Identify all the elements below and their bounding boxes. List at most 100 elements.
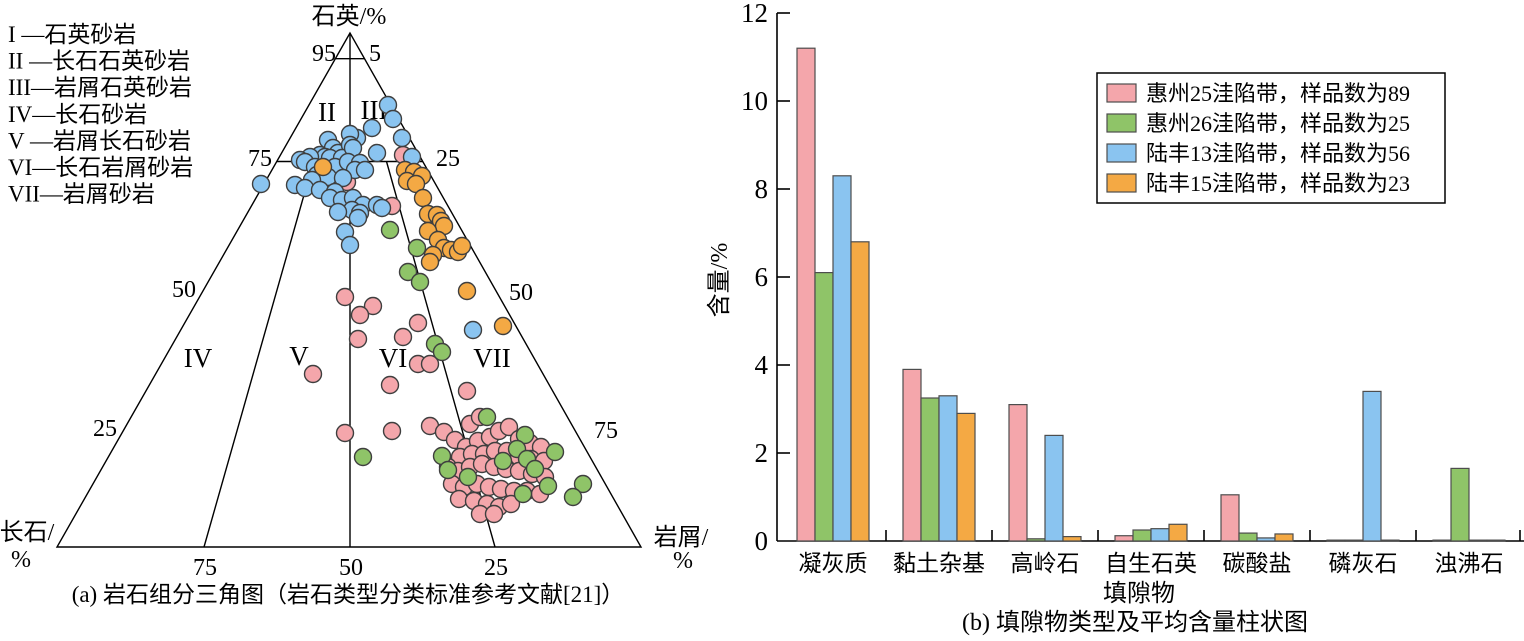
legend-entry-label: 惠州26洼陷带，样品数为25 bbox=[1146, 111, 1410, 136]
data-point bbox=[457, 381, 477, 401]
data-point bbox=[484, 504, 504, 524]
ternary-scatter-points bbox=[251, 95, 593, 524]
bar bbox=[938, 395, 958, 542]
tick-label-left-edge: 50 bbox=[172, 277, 196, 303]
y-tick-label: 12 bbox=[741, 0, 768, 28]
bar bbox=[1062, 535, 1082, 542]
bar-group-浊沸石 bbox=[1432, 467, 1506, 542]
bar-group-碳酸盐 bbox=[1220, 494, 1294, 542]
tick-label-bottom-edge: 25 bbox=[484, 555, 508, 581]
bar bbox=[1238, 532, 1258, 542]
data-point bbox=[408, 313, 428, 333]
data-point bbox=[452, 236, 472, 256]
legend-swatch bbox=[1106, 173, 1137, 193]
y-tick-label: 4 bbox=[755, 350, 769, 380]
data-point bbox=[515, 425, 535, 445]
bar bbox=[1026, 538, 1046, 542]
data-point bbox=[499, 417, 519, 437]
panel-a-caption: (a) 岩石组分三角图（岩石类型分类标准参考文献[21]） bbox=[72, 582, 625, 607]
category-label: 高岭石 bbox=[1011, 551, 1080, 576]
rock-type-key-line: VI—长石岩屑砂岩 bbox=[8, 155, 193, 180]
bar bbox=[1486, 539, 1506, 542]
data-point bbox=[303, 364, 323, 384]
bar bbox=[796, 47, 816, 542]
tick-label-left-edge: 75 bbox=[248, 146, 272, 172]
tick-label-bottom-edge: 75 bbox=[193, 555, 217, 581]
bar bbox=[1450, 467, 1470, 542]
tick-label-apex-right: 5 bbox=[369, 41, 381, 67]
data-point bbox=[525, 459, 545, 479]
data-point bbox=[545, 442, 565, 462]
data-point bbox=[335, 287, 355, 307]
tick-label-bottom-edge: 50 bbox=[339, 555, 363, 581]
legend-entry-label: 陆丰13洼陷带，样品数为56 bbox=[1146, 141, 1410, 166]
data-point bbox=[463, 320, 483, 340]
y-tick-label: 6 bbox=[755, 262, 769, 292]
category-label: 黏土杂基 bbox=[893, 551, 985, 576]
bar bbox=[814, 272, 834, 542]
data-point bbox=[432, 342, 452, 362]
bar bbox=[1380, 539, 1400, 542]
category-label: 凝灰质 bbox=[799, 551, 868, 576]
bar-group-自生石英 bbox=[1114, 523, 1188, 542]
bar-group-凝灰质 bbox=[796, 47, 870, 542]
region-label: VII bbox=[473, 343, 510, 373]
legend-entry-label: 惠州25洼陷带，样品数为89 bbox=[1146, 81, 1410, 106]
bar bbox=[1362, 390, 1382, 542]
data-point bbox=[295, 178, 315, 198]
rock-type-key-line: IV—长石砂岩 bbox=[8, 102, 147, 127]
bar bbox=[1432, 539, 1452, 542]
data-point bbox=[407, 238, 427, 258]
tick-label-right-edge: 50 bbox=[509, 280, 533, 306]
category-label: 磷灰石 bbox=[1329, 551, 1398, 576]
data-point bbox=[457, 281, 477, 301]
rock-type-key-line: V —岩屑长石砂岩 bbox=[8, 128, 191, 153]
data-point bbox=[362, 118, 382, 138]
axis-label-feldspar-pct: % bbox=[11, 547, 31, 573]
data-point bbox=[353, 447, 373, 467]
legend-border bbox=[1096, 72, 1446, 204]
data-point bbox=[420, 354, 440, 374]
data-point bbox=[313, 157, 333, 177]
region-label: V bbox=[289, 341, 309, 371]
panel-b-caption: (b) 填隙物类型及平均含量柱状图 bbox=[962, 609, 1308, 636]
rock-type-key-line: II —长石石英砂岩 bbox=[8, 49, 190, 74]
category-label: 浊沸石 bbox=[1435, 551, 1504, 576]
data-point bbox=[477, 407, 497, 427]
data-point bbox=[413, 188, 433, 208]
tick-label-left-edge: 25 bbox=[93, 416, 117, 442]
data-point bbox=[392, 128, 412, 148]
data-point bbox=[563, 487, 583, 507]
series-陆丰15洼陷带 bbox=[313, 157, 513, 336]
bar bbox=[956, 412, 976, 542]
data-point bbox=[328, 202, 348, 222]
bar bbox=[1326, 539, 1346, 542]
data-point bbox=[449, 489, 469, 509]
bar-groups bbox=[796, 47, 1506, 542]
data-point bbox=[382, 421, 402, 441]
tick-label-right-edge: 75 bbox=[594, 418, 618, 444]
data-point bbox=[380, 220, 400, 240]
bar bbox=[1132, 529, 1152, 542]
data-point bbox=[340, 235, 360, 255]
data-point bbox=[251, 174, 271, 194]
y-tick-label: 10 bbox=[741, 86, 768, 116]
data-point bbox=[501, 494, 521, 514]
region-label: II bbox=[318, 97, 336, 127]
ternary-triangle-outline bbox=[55, 31, 643, 548]
bar bbox=[850, 241, 870, 542]
axis-label-lithic: 岩屑/ bbox=[654, 524, 709, 551]
tick-label-right-edge: 25 bbox=[436, 146, 460, 172]
y-tick-label: 0 bbox=[755, 526, 769, 556]
category-label: 自生石英 bbox=[1105, 551, 1197, 576]
data-point bbox=[383, 109, 403, 129]
rock-type-key-line: VII—岩屑砂岩 bbox=[8, 182, 155, 207]
data-point bbox=[458, 467, 478, 487]
bar bbox=[902, 368, 922, 542]
bar bbox=[832, 175, 852, 542]
bar bbox=[1044, 434, 1064, 542]
data-point bbox=[420, 252, 440, 272]
bar bbox=[1168, 523, 1188, 542]
